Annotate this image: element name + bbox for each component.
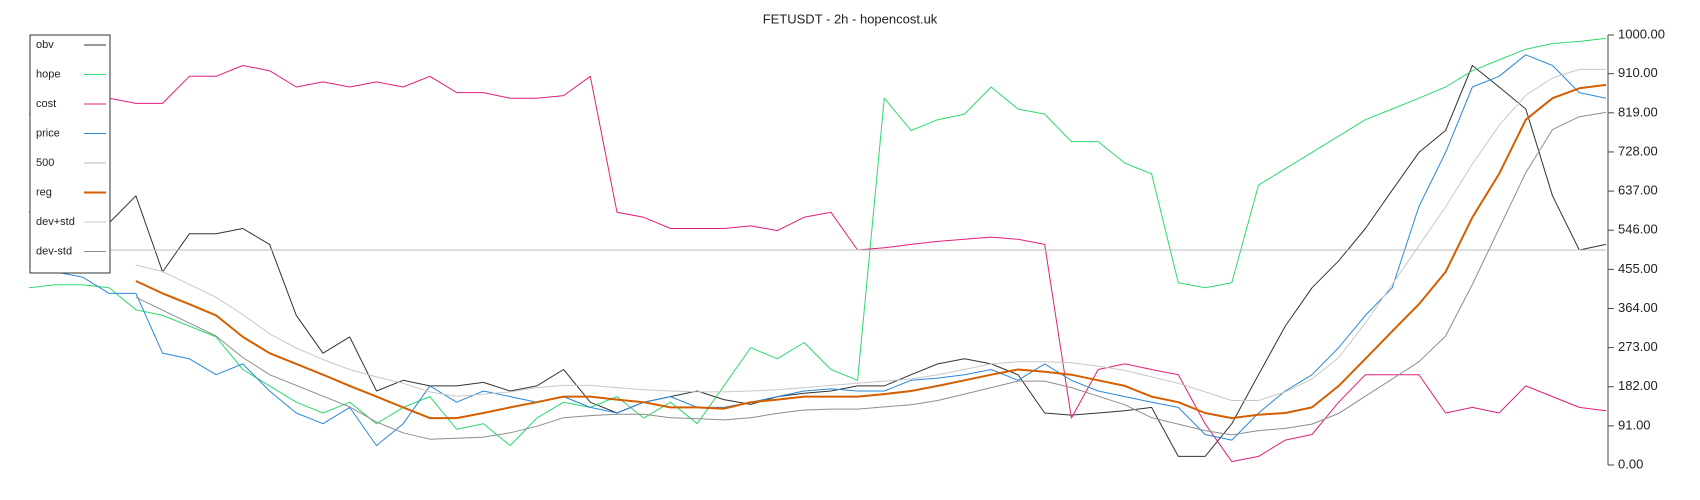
y-tick-label: 728.00	[1618, 143, 1658, 158]
y-tick-label: 273.00	[1618, 339, 1658, 354]
legend-label: cost	[36, 98, 56, 110]
y-tick-label: 455.00	[1618, 261, 1658, 276]
legend-label: price	[36, 127, 60, 139]
series-line	[28, 65, 1607, 457]
y-tick-label: 546.00	[1618, 222, 1658, 237]
series-line	[135, 111, 1607, 440]
series-line	[135, 83, 1607, 420]
legend: obv hope cost price 500 reg dev+std dev-std	[29, 34, 111, 274]
legend-label: dev+std	[36, 216, 75, 228]
y-tick-label: 364.00	[1618, 300, 1658, 315]
legend-label: dev-std	[36, 245, 72, 257]
legend-label: obv	[36, 39, 54, 51]
y-tick-label: 91.00	[1618, 417, 1651, 432]
y-tick-label: 182.00	[1618, 378, 1658, 393]
legend-label: hope	[36, 68, 60, 80]
y-tick-label: 637.00	[1618, 183, 1658, 198]
series-line	[135, 68, 1606, 401]
series-line	[28, 37, 1607, 447]
y-tick-label: 819.00	[1618, 104, 1658, 119]
chart-title: FETUSDT - 2h - hopencost.uk	[763, 11, 938, 26]
series-line	[28, 65, 1607, 463]
legend-label: 500	[36, 157, 54, 169]
y-tick-label: 910.00	[1618, 65, 1658, 80]
y-tick-label: 1000.00	[1618, 26, 1665, 41]
series-line	[28, 54, 1607, 447]
y-tick-label: 0.00	[1618, 456, 1643, 471]
legend-label: reg	[36, 186, 52, 198]
